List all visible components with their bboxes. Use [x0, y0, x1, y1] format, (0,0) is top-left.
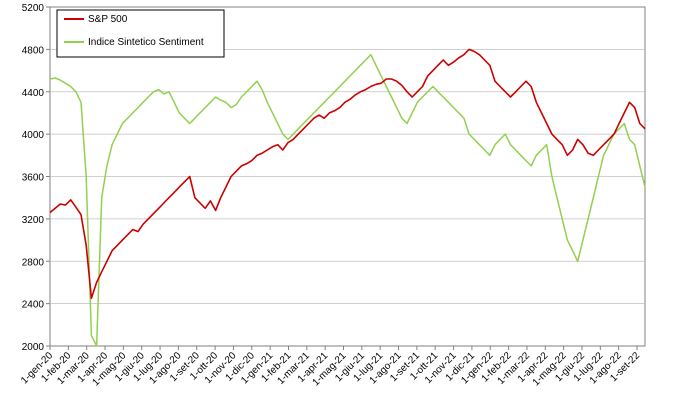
series-line-sp500 [49, 48, 646, 300]
y-tick-label: 4000 [22, 130, 45, 141]
legend-label-sentiment: Indice Sintetico Sentiment [88, 37, 204, 48]
series-lines [49, 48, 646, 347]
gridlines [50, 48, 645, 305]
legend: S&P 500 Indice Sintetico Sentiment [56, 9, 225, 58]
y-tick-label: 4400 [22, 88, 45, 99]
y-tick-label: 2400 [22, 300, 45, 311]
y-tick-label: 2000 [22, 342, 45, 353]
y-tick-label: 2800 [22, 257, 45, 268]
y-axis: 2000 2400 2800 3200 3600 4000 4400 4800 5200 [22, 3, 50, 353]
y-tick-label: 3200 [22, 215, 45, 226]
y-tick-label: 4800 [22, 45, 45, 56]
legend-box [56, 9, 225, 58]
x-axis: 1-gen-201-feb-201-mar-201-apr-201-mag-20… [19, 346, 642, 388]
y-tick-label: 3600 [22, 173, 45, 184]
series-line-sentiment [49, 53, 646, 347]
y-tick-label: 5200 [22, 3, 45, 14]
legend-label-sp500: S&P 500 [88, 14, 128, 25]
